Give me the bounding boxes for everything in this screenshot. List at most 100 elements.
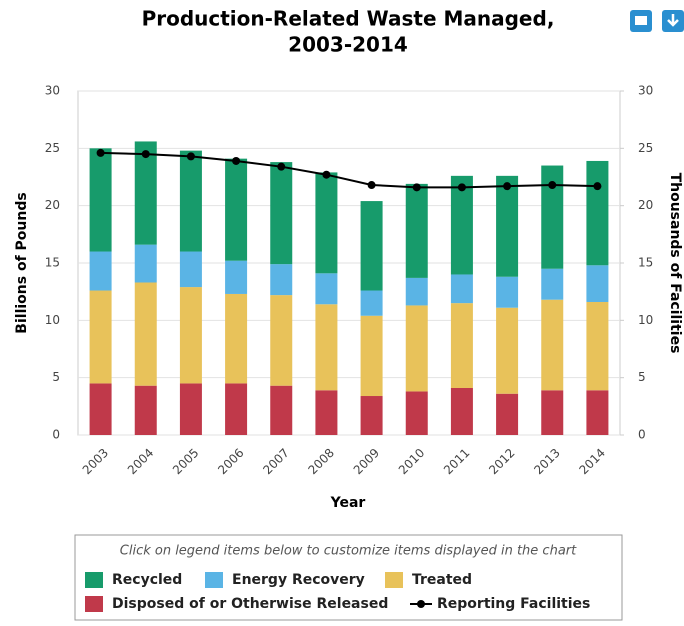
line-point xyxy=(593,182,602,191)
bar xyxy=(134,385,157,435)
bar xyxy=(89,383,112,435)
bar xyxy=(496,175,519,277)
bar xyxy=(225,158,248,261)
legend-label: Recycled xyxy=(112,572,182,588)
y2-tick-label: 5 xyxy=(638,370,646,384)
legend-item[interactable]: Treated xyxy=(385,572,472,588)
bar xyxy=(134,141,157,245)
y2-tick-label: 20 xyxy=(638,198,653,212)
chart-title: Production-Related Waste Managed, xyxy=(142,7,555,31)
y-axis-label: Billions of Pounds xyxy=(14,192,30,333)
x-tick-label: 2008 xyxy=(306,446,337,477)
bar xyxy=(496,393,519,435)
legend-note: Click on legend items below to customize… xyxy=(120,544,577,559)
x-tick-label: 2005 xyxy=(170,446,201,477)
x-tick-label: 2013 xyxy=(531,446,562,477)
y2-tick-label: 15 xyxy=(638,256,653,270)
bar xyxy=(225,260,248,294)
bar xyxy=(405,183,428,278)
bar xyxy=(179,150,202,252)
download-icon[interactable] xyxy=(662,10,684,32)
x-tick-label: 2007 xyxy=(260,446,291,477)
line-point xyxy=(548,181,557,190)
bar xyxy=(405,305,428,392)
line-point xyxy=(322,170,331,179)
line xyxy=(100,151,598,189)
bar xyxy=(270,295,293,386)
legend-item[interactable]: Reporting Facilities xyxy=(410,596,590,612)
y-tick-label: 15 xyxy=(45,256,60,270)
line-point xyxy=(367,181,376,190)
bar xyxy=(179,383,202,435)
legend-swatch xyxy=(385,572,403,588)
print-icon[interactable] xyxy=(630,10,652,32)
bar xyxy=(134,282,157,386)
y-tick-label: 5 xyxy=(52,370,60,384)
bar xyxy=(450,387,473,435)
y-tick-label: 20 xyxy=(45,198,60,212)
x-tick-label: 2009 xyxy=(351,446,382,477)
bar xyxy=(586,301,609,391)
y2-tick-label: 25 xyxy=(638,141,653,155)
bar xyxy=(450,274,473,304)
legend-label: Disposed of or Otherwise Released xyxy=(112,596,388,612)
bar xyxy=(89,251,112,291)
bar xyxy=(315,172,338,274)
x-tick-label: 2011 xyxy=(441,446,472,477)
legend-label: Energy Recovery xyxy=(232,572,365,588)
bar xyxy=(270,385,293,435)
bar xyxy=(405,277,428,306)
bar xyxy=(270,264,293,296)
bar xyxy=(225,293,248,384)
y2-tick-label: 0 xyxy=(638,428,646,442)
y-tick-label: 0 xyxy=(52,428,60,442)
legend-item[interactable]: Disposed of or Otherwise Released xyxy=(85,596,388,612)
line-point xyxy=(412,183,421,192)
chart-title: 2003-2014 xyxy=(288,33,408,57)
bar xyxy=(360,315,383,397)
legend-swatch xyxy=(85,572,103,588)
x-tick-label: 2004 xyxy=(125,446,156,477)
line-point xyxy=(96,148,105,157)
y2-axis-label: Thousands of Facilities xyxy=(667,173,683,354)
x-tick-label: 2003 xyxy=(80,446,111,477)
y-tick-label: 30 xyxy=(45,84,60,98)
y2-tick-label: 30 xyxy=(638,84,653,98)
legend-label: Reporting Facilities xyxy=(437,596,590,612)
bar xyxy=(496,276,519,308)
bar xyxy=(450,303,473,388)
bar xyxy=(270,162,293,265)
bar xyxy=(360,396,383,435)
legend-box xyxy=(74,534,623,621)
x-tick-label: 2014 xyxy=(577,446,608,477)
bar xyxy=(586,265,609,302)
bar xyxy=(541,268,564,300)
y-tick-label: 10 xyxy=(45,313,60,327)
y2-tick-label: 10 xyxy=(638,313,653,327)
bar xyxy=(541,390,564,435)
legend-marker xyxy=(417,600,425,608)
legend-item[interactable]: Recycled xyxy=(85,572,182,588)
bar xyxy=(315,273,338,305)
x-tick-label: 2010 xyxy=(396,446,427,477)
bar xyxy=(541,165,564,269)
bar xyxy=(134,244,157,283)
bar xyxy=(89,290,112,384)
legend-swatch xyxy=(85,596,103,612)
bar xyxy=(360,201,383,291)
bar xyxy=(179,251,202,288)
bar xyxy=(315,390,338,435)
line-point xyxy=(457,183,466,192)
bar xyxy=(225,383,248,435)
line-point xyxy=(503,182,512,191)
bar xyxy=(541,299,564,391)
legend-swatch xyxy=(205,572,223,588)
line-point xyxy=(141,150,150,159)
bar xyxy=(586,390,609,435)
y-tick-label: 25 xyxy=(45,141,60,155)
bar xyxy=(586,160,609,266)
legend-item[interactable]: Energy Recovery xyxy=(205,572,365,588)
x-axis-label: Year xyxy=(330,495,366,511)
bar xyxy=(315,304,338,391)
